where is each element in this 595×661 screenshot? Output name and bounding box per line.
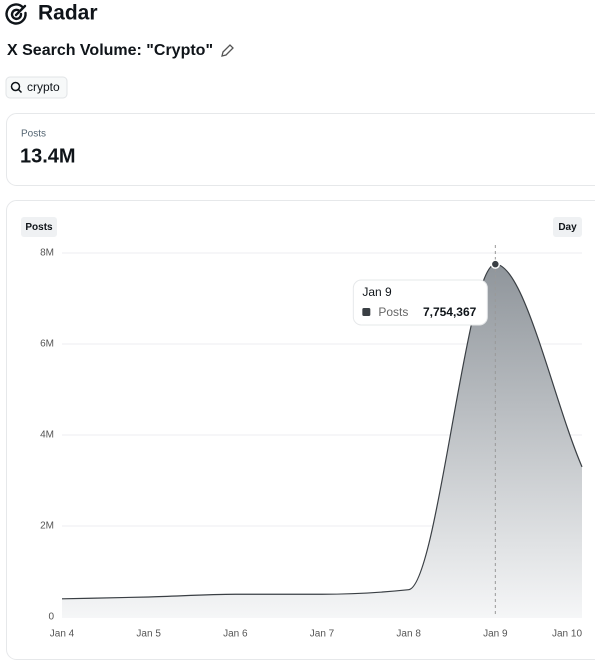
search-text: crypto [27,80,60,94]
x-tick-label: Jan 6 [223,629,248,640]
y-tick-label: 2M [40,521,54,532]
metric-chip-text: Posts [25,222,53,233]
y-tick-label: 0 [48,612,54,623]
tooltip-date: Jan 9 [362,285,392,299]
x-tick-label: Jan 10 [552,629,582,640]
plot: 0 2M 4M 6M 8M Jan 4 Jan 5 Jan 6 Jan 7 Jan 8 Jan 9 J… [40,245,583,640]
radar-icon [5,3,27,25]
summary-label: Posts [21,129,46,140]
x-tick-label: Jan 9 [483,629,508,640]
y-tick-label: 8M [40,248,54,259]
area [62,264,582,617]
y-tick-label: 6M [40,339,54,350]
interval-chip[interactable] [553,217,582,237]
tooltip-swatch [362,308,371,316]
line [61,263,583,600]
page-title: X Search Volume: "Crypto" [7,42,213,59]
x-tick-label: Jan 5 [136,629,161,640]
search-icon [10,81,23,94]
x-tick-label: Jan 7 [310,629,335,640]
tooltip-series: Posts [378,305,408,319]
search-chip[interactable] [5,76,68,99]
summary-card [6,113,595,186]
x-tick-label: Jan 8 [396,629,421,640]
interval-chip-text: Day [558,222,577,233]
summary-value: 13.4M [20,145,76,167]
hover-point [490,259,501,269]
x-tick-label: Jan 4 [50,629,75,640]
tooltip-value: 7,754,367 [423,305,477,319]
app-title: Radar [38,2,98,25]
y-tick-label: 4M [40,430,54,441]
edit-icon[interactable] [221,44,234,57]
metric-chip[interactable] [21,217,57,237]
tooltip [352,279,488,326]
